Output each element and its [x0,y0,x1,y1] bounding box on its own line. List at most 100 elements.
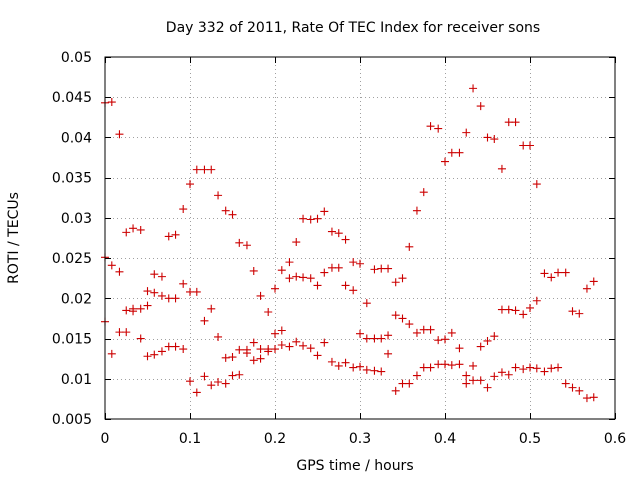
data-point [221,206,230,215]
data-point [256,354,265,363]
data-point [129,304,138,313]
data-point [391,278,400,287]
data-point [469,84,478,93]
data-point [398,274,407,283]
data-point [419,363,428,372]
data-point [447,328,456,337]
data-point [526,303,534,312]
data-point [306,215,315,224]
x-tick-label: 0.1 [179,431,201,447]
y-tick-labels: 0.005 0.01 0.015 0.02 0.025 0.03 0.035 0.04 0.04… [52,50,92,428]
data-point [547,364,556,373]
x-tick-label: 0 [101,431,110,447]
data-point [334,263,343,272]
data-point [434,336,443,345]
x-tick-label: 0.5 [519,431,541,447]
data-point [504,305,513,314]
data-point [349,286,358,295]
data-point [249,338,258,347]
data-point [426,363,435,372]
y-tick-label: 0.005 [52,412,92,428]
data-point [179,345,188,354]
data-point [412,206,421,215]
data-point [476,102,485,111]
data-point [256,291,265,300]
data-point [377,334,386,343]
data-point [341,358,350,367]
data-point [115,267,124,276]
data-point [526,141,534,150]
data-point [462,128,471,137]
data-point [391,386,400,395]
data-point [157,347,166,356]
data-point [349,258,358,267]
data-point [157,272,166,281]
data-point [122,306,131,315]
data-point [115,130,124,139]
data-point [150,270,159,279]
data-point [370,334,379,343]
data-point [320,338,329,347]
data-point [242,241,251,250]
data-point [384,349,393,358]
data-point [285,258,294,267]
data-point [264,345,273,354]
data-point [356,259,364,268]
data-point [186,377,194,386]
data-point [362,334,371,343]
data-point [483,383,492,392]
data-point [221,353,230,362]
data-point [171,230,180,239]
data-point [292,337,301,346]
data-point [370,366,379,375]
data-point [299,214,308,223]
data-point [441,335,449,344]
data-point [271,329,279,338]
data-point [164,232,173,241]
data-point [285,342,294,351]
data-point [370,265,379,274]
data-point [313,351,322,360]
data-point [497,368,506,377]
data-point [547,273,556,282]
data-point [228,353,237,362]
data-point [150,350,159,359]
data-point [192,287,201,296]
data-point [532,296,541,305]
data-point [412,371,421,380]
data-point [235,370,244,379]
data-point [532,180,541,189]
data-point [405,242,414,251]
data-point [356,329,364,338]
data-point [214,191,223,200]
y-tick-label: 0.01 [61,372,92,388]
x-tick-label: 0.6 [604,431,626,447]
data-point [129,224,138,233]
data-point [589,277,598,286]
data-point [122,228,131,237]
data-point [476,376,485,385]
y-tick-label: 0.02 [61,291,92,307]
data-point [207,304,216,313]
data-point [107,349,116,358]
data-point [497,305,506,314]
data-point [554,268,563,277]
data-point [441,360,449,369]
data-point [277,266,286,275]
data-point [519,141,528,150]
data-point [455,148,464,157]
chart-title: Day 332 of 2011, Rate Of TEC Index for r… [166,20,540,36]
data-point [455,360,464,369]
data-point [200,316,209,325]
data-point [455,344,464,353]
data-point [412,328,421,337]
data-point [313,214,322,223]
data-point [377,264,386,273]
data-point [483,336,492,345]
data-point [582,284,591,293]
data-point [561,268,570,277]
data-point [405,379,414,388]
data-point [554,363,563,372]
data-point [540,269,549,278]
data-point [150,288,159,297]
